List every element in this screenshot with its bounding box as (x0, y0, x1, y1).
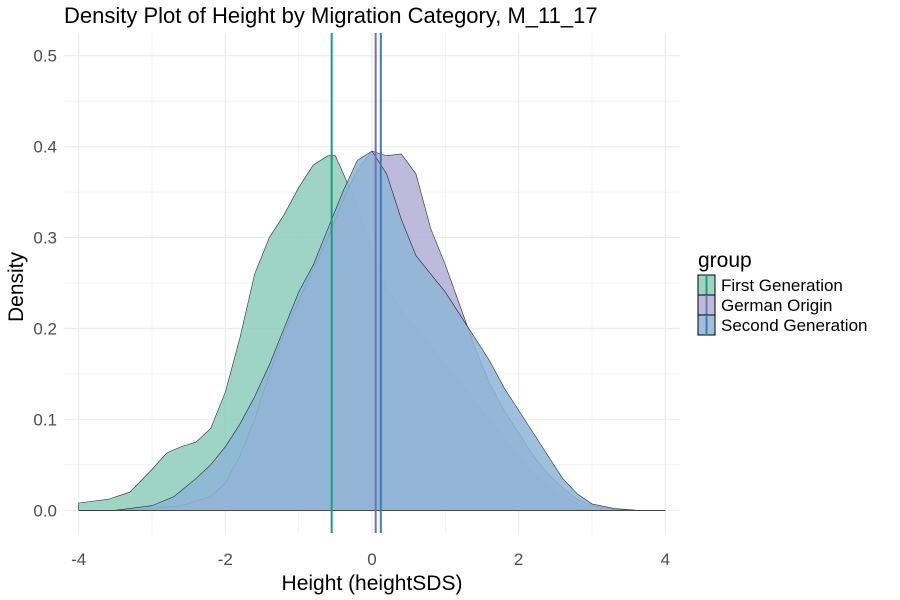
y-tick-label: 0.1 (33, 410, 57, 429)
x-tick-label: 2 (514, 550, 523, 569)
density-areas (78, 150, 666, 511)
density-area-second-generation (78, 150, 666, 511)
y-tick-label: 0.2 (33, 319, 57, 338)
x-tick-label: 4 (661, 550, 670, 569)
legend-label: German Origin (721, 296, 832, 315)
y-axis-title: Density (5, 251, 28, 322)
x-axis-title: Height (heightSDS) (282, 572, 463, 595)
y-tick-label: 0.3 (33, 229, 57, 248)
y-tick-label: 0.0 (33, 501, 57, 520)
x-tick-labels: -4 -2 0 2 4 (71, 550, 670, 569)
y-tick-label: 0.4 (33, 138, 57, 157)
mean-lines (330, 33, 382, 533)
x-tick-label: 0 (367, 550, 376, 569)
legend-label: Second Generation (721, 316, 868, 335)
x-tick-label: -4 (71, 550, 86, 569)
y-tick-labels: 0.0 0.1 0.2 0.3 0.4 0.5 (33, 47, 57, 521)
x-tick-label: -2 (218, 550, 233, 569)
legend-title: group (698, 249, 752, 272)
y-tick-label: 0.5 (33, 47, 57, 66)
chart-title: Density Plot of Height by Migration Cate… (64, 3, 598, 28)
legend-label: First Generation (721, 276, 843, 295)
